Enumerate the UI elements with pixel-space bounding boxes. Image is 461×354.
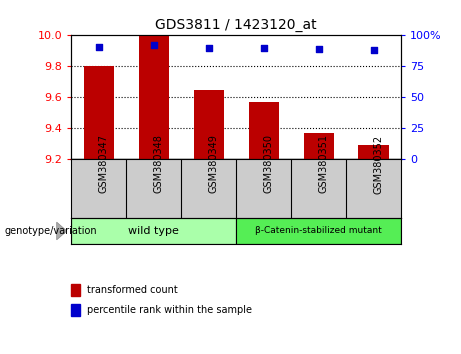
Text: genotype/variation: genotype/variation — [5, 226, 97, 236]
Point — [205, 45, 213, 51]
Text: GSM380350: GSM380350 — [264, 135, 274, 194]
Bar — [71, 218, 236, 244]
Bar — [84, 67, 114, 159]
Bar — [248, 102, 279, 159]
Text: GSM380351: GSM380351 — [319, 135, 329, 194]
Title: GDS3811 / 1423120_at: GDS3811 / 1423120_at — [155, 18, 317, 32]
Text: transformed count: transformed count — [87, 285, 177, 295]
Text: GSM380347: GSM380347 — [99, 135, 109, 194]
Point — [370, 47, 377, 53]
Text: GSM380348: GSM380348 — [154, 135, 164, 193]
Text: GSM380349: GSM380349 — [209, 135, 219, 193]
Bar — [236, 218, 401, 244]
Point — [95, 44, 103, 49]
Bar — [194, 90, 224, 159]
Text: GSM380352: GSM380352 — [373, 135, 384, 194]
Bar — [359, 145, 389, 159]
Point — [260, 45, 267, 51]
Bar — [139, 35, 169, 159]
Point — [315, 46, 322, 52]
Text: wild type: wild type — [129, 226, 179, 236]
Bar — [303, 133, 334, 159]
Point — [150, 42, 158, 48]
Text: percentile rank within the sample: percentile rank within the sample — [87, 305, 252, 315]
Text: β-Catenin-stabilized mutant: β-Catenin-stabilized mutant — [255, 227, 382, 235]
Polygon shape — [57, 222, 67, 240]
